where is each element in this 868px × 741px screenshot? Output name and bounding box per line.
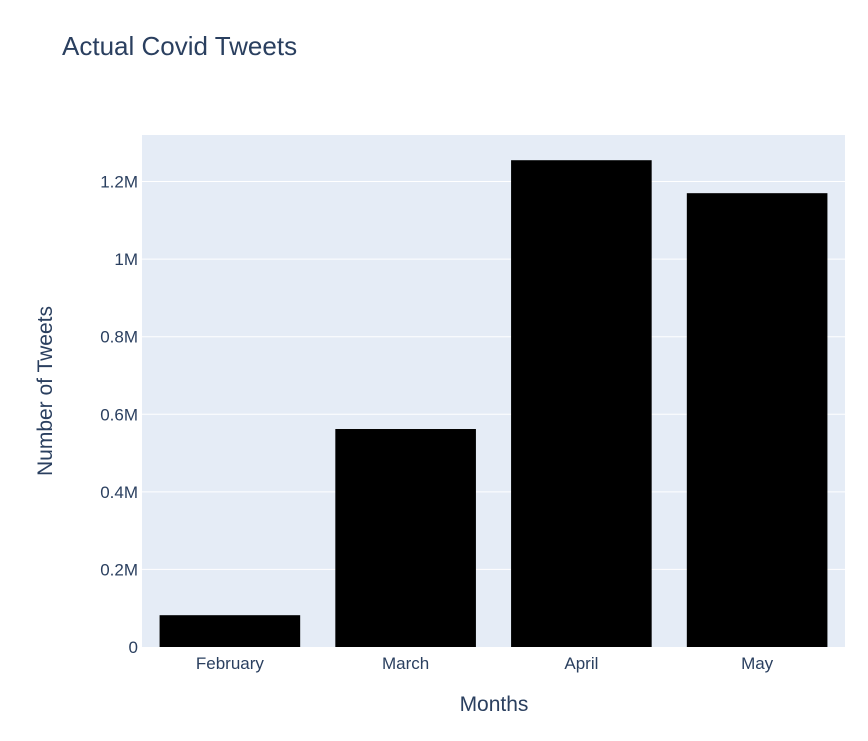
y-tick-label: 1.2M — [100, 173, 138, 192]
y-tick-label: 0.4M — [100, 483, 138, 502]
bar-april — [511, 160, 652, 647]
bars — [159, 160, 828, 647]
bar-february — [159, 615, 301, 647]
y-tick-label: 0.6M — [100, 405, 138, 424]
x-axis-ticks: February March April May — [196, 654, 774, 673]
x-tick-label: May — [741, 654, 774, 673]
gridlines — [142, 181, 845, 570]
y-axis-ticks: 0 0.2M 0.4M 0.6M 0.8M 1M 1.2M — [100, 173, 138, 657]
chart-title: Actual Covid Tweets — [62, 31, 297, 61]
y-tick-label: 0.2M — [100, 560, 138, 579]
y-axis-title: Number of Tweets — [34, 306, 57, 476]
x-tick-label: February — [196, 654, 265, 673]
bar-may — [686, 193, 828, 647]
y-tick-label: 0 — [129, 638, 138, 657]
x-tick-label: March — [382, 654, 429, 673]
y-tick-label: 0.8M — [100, 328, 138, 347]
x-tick-label: April — [564, 654, 598, 673]
x-axis-title: Months — [460, 693, 529, 716]
bar-march — [335, 429, 476, 647]
y-tick-label: 1M — [114, 250, 138, 269]
